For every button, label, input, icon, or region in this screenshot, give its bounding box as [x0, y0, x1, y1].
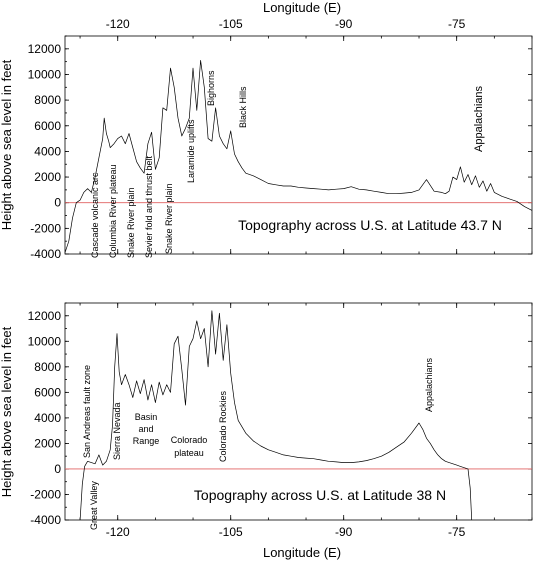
panel-2-elevation-profile	[79, 310, 473, 521]
annotation-basin-and-range-line-2: and	[138, 424, 153, 434]
x-tick-label: -120	[106, 17, 130, 31]
annotation-columbia-river-plateau: Columbia River plateau	[108, 164, 118, 258]
panel-2-frame	[64, 302, 533, 521]
y-tick-label: 4000	[34, 144, 61, 158]
y-tick-label: 10000	[28, 67, 62, 81]
x-tick-label: -120	[106, 525, 130, 539]
y-tick-label: 12000	[28, 309, 62, 323]
panel-1-frame	[64, 35, 533, 255]
bottom-x-axis-title: Longitude (E)	[263, 545, 341, 560]
annotation-basin-and-range-line-1: Basin	[135, 412, 158, 422]
y-tick-label: -4000	[30, 513, 61, 527]
x-tick-label: -90	[335, 525, 353, 539]
annotation-great-valley: Great Valley	[89, 481, 99, 530]
panel-2-title: Topography across U.S. at Latitude 38 N	[194, 487, 446, 503]
annotation-appalachians-south: Appalachians	[424, 357, 434, 412]
panel-1-ticks: -4000 -2000 0 2000 4000 6000 8000 10000 12000 -12…	[28, 17, 533, 261]
annotation-sierra-nevada: Sierra Nevada	[112, 402, 122, 460]
y-tick-label: -2000	[30, 221, 61, 235]
y-tick-label: 6000	[34, 385, 61, 399]
annotation-appalachians-north: Appalachians	[473, 85, 485, 152]
y-tick-label: -4000	[30, 247, 61, 261]
annotation-sevier-fold-thrust-belt: Sevier fold and thrust belt	[144, 155, 154, 258]
panel-2-ticks: -4000 -2000 0 2000 4000 6000 8000 10000 12000 -12…	[28, 302, 533, 539]
annotation-san-andreas-fault-zone: San Andreas fault zone	[82, 365, 92, 458]
annotation-bighorns: Bighorns	[206, 70, 216, 106]
panel-2-y-axis-label: Height above sea level in feet	[0, 326, 14, 497]
annotation-cascade-volcanic-arc: Cascade volcanic arc	[90, 172, 100, 258]
y-tick-label: 0	[54, 196, 61, 210]
x-tick-label: -105	[219, 17, 243, 31]
panel-latitude-43-7: -4000 -2000 0 2000 4000 6000 8000 10000 12000 -12…	[0, 17, 533, 261]
x-tick-label: -75	[448, 525, 466, 539]
panel-1-title: Topography across U.S. at Latitude 43.7 …	[238, 217, 502, 233]
annotation-basin-and-range-line-3: Range	[133, 436, 160, 446]
y-tick-label: 6000	[34, 119, 61, 133]
top-x-axis-title: Longitude (E)	[263, 0, 341, 15]
x-tick-label: -90	[335, 17, 353, 31]
annotation-colorado-plateau-line-1: Colorado	[171, 435, 208, 445]
y-tick-label: 4000	[34, 411, 61, 425]
panel-1-y-axis-label: Height above sea level in feet	[0, 59, 14, 230]
y-tick-label: -2000	[30, 487, 61, 501]
x-tick-label: -105	[219, 525, 243, 539]
y-tick-label: 8000	[34, 93, 61, 107]
y-tick-label: 12000	[28, 42, 62, 56]
annotation-snake-river-plain-east: Snake River plain	[164, 183, 174, 254]
y-tick-label: 0	[54, 462, 61, 476]
y-tick-label: 10000	[28, 334, 62, 348]
annotation-colorado-rockies: Colorado Rockies	[218, 390, 228, 462]
annotation-black-hills: Black Hills	[238, 86, 248, 128]
panel-1-elevation-profile	[64, 60, 533, 253]
x-tick-label: -75	[448, 17, 466, 31]
annotation-snake-river-plain-west: Snake River plain	[126, 187, 136, 258]
annotation-laramide-uplifts: Laramide uplifts	[186, 119, 196, 183]
panel-latitude-38: -4000 -2000 0 2000 4000 6000 8000 10000 12000 -12…	[0, 302, 533, 539]
y-tick-label: 2000	[34, 170, 61, 184]
y-tick-label: 8000	[34, 360, 61, 374]
annotation-colorado-plateau-line-2: plateau	[174, 448, 204, 458]
y-tick-label: 2000	[34, 436, 61, 450]
